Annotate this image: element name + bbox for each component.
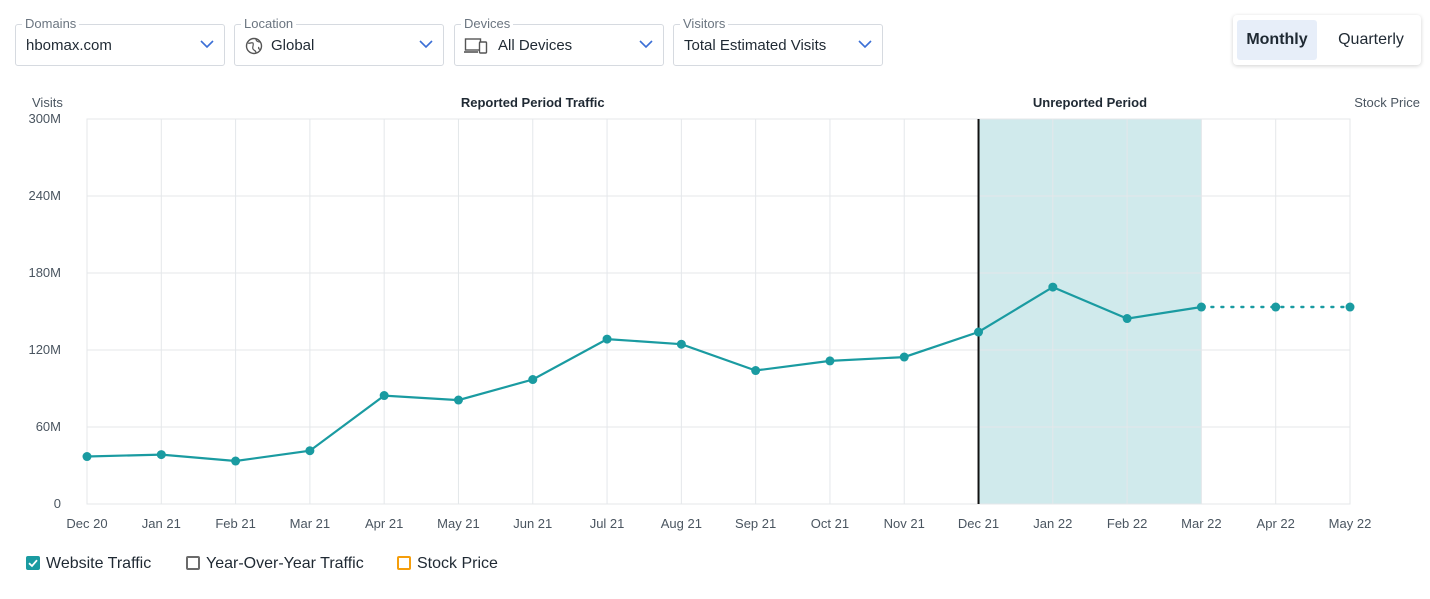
devices-value: All Devices — [498, 37, 573, 54]
domains-dropdown[interactable]: Domains hbomax.com — [15, 16, 225, 66]
traffic-line-chart: Visits Stock Price Reported Period Traff… — [28, 95, 1420, 531]
checkbox-checked-icon[interactable] — [26, 556, 40, 570]
domains-label: Domains — [22, 16, 80, 31]
unreported-period-region — [978, 119, 1202, 504]
x-tick-label: Apr 21 — [365, 516, 403, 531]
data-point[interactable] — [305, 446, 315, 456]
x-tick-label: Dec 21 — [958, 516, 999, 531]
data-point[interactable] — [676, 339, 686, 349]
x-tick-label: Aug 21 — [661, 516, 702, 531]
location-label: Location — [241, 16, 297, 31]
website-traffic-line — [86, 285, 1202, 463]
data-point[interactable] — [453, 395, 463, 405]
monthly-button[interactable]: Monthly — [1237, 20, 1317, 60]
x-tick-label: Jan 21 — [142, 516, 181, 531]
data-point[interactable] — [1271, 302, 1281, 312]
globe-icon — [245, 37, 263, 55]
secondary-y-axis-label: Stock Price — [1354, 95, 1420, 110]
y-tick-label: 240M — [28, 188, 61, 203]
devices-icon — [464, 38, 488, 54]
x-tick-label: Dec 20 — [66, 516, 107, 531]
y-tick-label: 120M — [28, 342, 61, 357]
x-tick-label: Mar 22 — [1181, 516, 1221, 531]
data-point[interactable] — [602, 334, 612, 344]
data-point[interactable] — [156, 450, 166, 460]
x-tick-label: Jan 22 — [1033, 516, 1072, 531]
x-tick-label: Jul 21 — [590, 516, 625, 531]
x-tick-label: Feb 22 — [1107, 516, 1147, 531]
legend-yoy-traffic-label: Year-Over-Year Traffic — [206, 555, 364, 572]
data-point[interactable] — [1048, 282, 1058, 292]
devices-dropdown[interactable]: Devices All Devices — [454, 16, 664, 66]
x-tick-label: May 22 — [1329, 516, 1372, 531]
y-tick-label: 180M — [28, 265, 61, 280]
chevron-down-icon — [200, 40, 214, 49]
checkbox-unchecked-icon[interactable] — [186, 556, 200, 570]
data-point[interactable] — [751, 366, 761, 376]
x-tick-label: Mar 21 — [290, 516, 330, 531]
y-axis-label: Visits — [32, 95, 63, 110]
location-dropdown[interactable]: Location Global — [234, 16, 444, 66]
location-value: Global — [271, 37, 315, 54]
data-point[interactable] — [379, 391, 389, 401]
x-tick-label: Jun 21 — [513, 516, 552, 531]
x-tick-label: Oct 21 — [811, 516, 849, 531]
visitors-dropdown[interactable]: Visitors Total Estimated Visits — [673, 16, 883, 66]
x-tick-label: Sep 21 — [735, 516, 776, 531]
visitors-value: Total Estimated Visits — [684, 37, 827, 54]
data-point[interactable] — [1345, 302, 1355, 312]
y-tick-label: 300M — [28, 111, 61, 126]
period-toggle: Monthly Quarterly — [1233, 15, 1421, 65]
data-point[interactable] — [974, 327, 984, 337]
devices-label: Devices — [461, 16, 514, 31]
data-point[interactable] — [231, 456, 241, 466]
data-point[interactable] — [1122, 314, 1132, 324]
chevron-down-icon — [639, 40, 653, 49]
legend-website-traffic-label: Website Traffic — [46, 555, 152, 572]
data-point[interactable] — [82, 452, 92, 462]
quarterly-button[interactable]: Quarterly — [1338, 31, 1404, 48]
y-tick-label: 60M — [36, 419, 61, 434]
data-point[interactable] — [1196, 302, 1206, 312]
x-tick-label: Nov 21 — [884, 516, 925, 531]
y-tick-label: 0 — [54, 496, 61, 511]
data-point[interactable] — [899, 352, 909, 362]
x-tick-label: May 21 — [437, 516, 480, 531]
x-tick-label: Feb 21 — [215, 516, 255, 531]
data-point[interactable] — [825, 356, 835, 366]
checkbox-unchecked-icon[interactable] — [397, 556, 411, 570]
unreported-period-label: Unreported Period — [1033, 95, 1147, 110]
legend-stock-price-label: Stock Price — [417, 555, 498, 572]
x-tick-label: Apr 22 — [1257, 516, 1295, 531]
chevron-down-icon — [858, 40, 872, 49]
reported-period-label: Reported Period Traffic — [461, 95, 605, 110]
domains-value: hbomax.com — [26, 37, 112, 54]
data-point[interactable] — [528, 375, 538, 385]
visitors-label: Visitors — [680, 16, 729, 31]
chevron-down-icon — [419, 40, 433, 49]
